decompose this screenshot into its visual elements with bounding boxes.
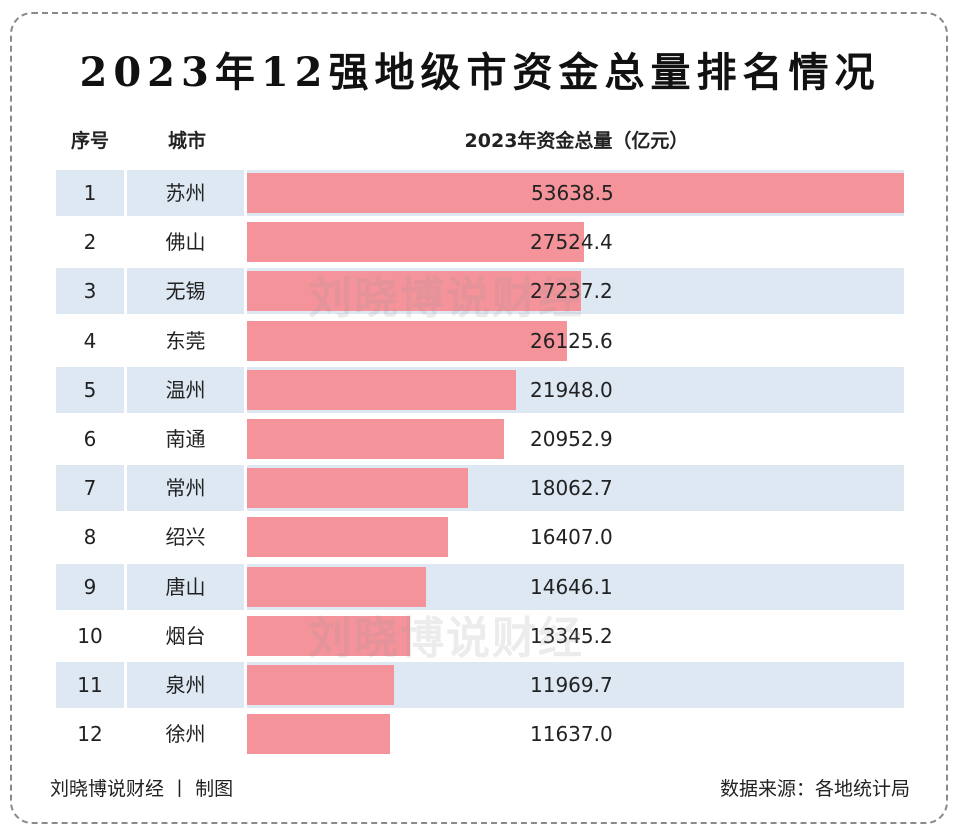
column-divider: [124, 662, 127, 708]
column-divider: [244, 366, 247, 413]
column-divider: [124, 711, 127, 758]
column-divider: [124, 514, 127, 561]
city-cell: 东莞: [165, 328, 206, 353]
table-row: 6 南通 20952.9: [56, 416, 904, 462]
rank-cell: 8: [83, 525, 97, 550]
rank-cell: 10: [77, 623, 103, 648]
value-label: 11637.0: [530, 722, 613, 747]
column-divider: [244, 416, 247, 462]
column-divider: [244, 268, 247, 315]
rank-cell: 6: [83, 427, 97, 451]
footer-credit: 刘晓博说财经 丨 制图: [50, 778, 234, 800]
value-bar: [247, 517, 448, 558]
value-label: 16407.0: [530, 525, 613, 550]
value-label: 11969.7: [530, 673, 613, 697]
header-rank: 序号: [70, 130, 109, 152]
city-cell: 烟台: [165, 623, 206, 648]
value-label: 18062.7: [530, 476, 613, 501]
rank-cell: 5: [83, 377, 97, 402]
column-divider: [124, 465, 127, 512]
chart-title: 2023年12强地级市资金总量排名情况: [79, 49, 881, 96]
table-row: 9 唐山 14646.1: [56, 563, 904, 610]
footer-source: 数据来源：各地统计局: [719, 778, 910, 800]
column-divider: [244, 711, 247, 758]
table-row: 5 温州 21948.0: [56, 366, 904, 413]
value-bar: [247, 222, 585, 263]
header-city: 城市: [167, 130, 206, 152]
rank-cell: 11: [77, 673, 103, 697]
value-label: 13345.2: [530, 623, 613, 648]
column-divider: [124, 366, 127, 413]
value-label: 27524.4: [530, 230, 613, 255]
watermark-upper: 刘晓博说财经: [308, 273, 584, 324]
table-row: 7 常州 18062.7: [56, 465, 904, 512]
table-row: 2 佛山 27524.4: [56, 219, 904, 266]
value-label: 27237.2: [530, 279, 613, 304]
column-divider: [244, 317, 247, 364]
value-bar: [247, 369, 516, 410]
value-bar: [247, 271, 581, 312]
value-bar: [247, 320, 567, 361]
table-row: 3 无锡 27237.2: [56, 268, 904, 315]
table-row: 10 烟台 13345.2: [56, 612, 904, 659]
column-divider: [124, 170, 127, 216]
city-cell: 徐州: [165, 722, 206, 747]
city-cell: 无锡: [165, 279, 206, 304]
column-divider: [244, 514, 247, 561]
rank-cell: 1: [83, 181, 97, 205]
header-value: 2023年资金总量（亿元）: [464, 130, 689, 152]
value-label: 26125.6: [530, 328, 613, 353]
table-row: 8 绍兴 16407.0: [56, 514, 904, 561]
column-divider: [124, 416, 127, 462]
column-divider: [124, 219, 127, 266]
value-bar: [247, 714, 390, 755]
value-bar: [247, 615, 411, 656]
table-row: 11 泉州 11969.7: [56, 662, 904, 708]
watermark-lower: 刘晓博说财经: [308, 613, 584, 664]
column-divider: [124, 317, 127, 364]
value-bar: [247, 173, 904, 213]
column-divider: [244, 662, 247, 708]
column-divider: [244, 219, 247, 266]
city-cell: 泉州: [165, 673, 206, 697]
value-label: 14646.1: [530, 574, 613, 599]
value-bar: [247, 419, 504, 459]
city-cell: 绍兴: [165, 525, 206, 550]
table-row: 1 苏州 53638.5: [56, 170, 904, 216]
table-row: 4 东莞 26125.6: [56, 317, 904, 364]
rank-cell: 2: [83, 230, 97, 255]
value-label: 53638.5: [531, 181, 614, 205]
rank-cell: 7: [83, 476, 97, 501]
city-cell: 温州: [165, 377, 206, 402]
value-bar: [247, 665, 394, 705]
city-cell: 南通: [165, 427, 206, 451]
column-divider: [244, 170, 247, 216]
column-divider: [124, 268, 127, 315]
city-cell: 佛山: [165, 230, 206, 255]
card-frame: [10, 12, 948, 824]
column-divider: [124, 563, 127, 610]
column-divider: [244, 612, 247, 659]
value-label: 20952.9: [530, 427, 613, 451]
value-bar: [247, 566, 427, 607]
table-row: 12 徐州 11637.0: [56, 711, 904, 758]
city-cell: 常州: [165, 476, 206, 501]
column-divider: [124, 612, 127, 659]
column-divider: [244, 465, 247, 512]
value-bar: [247, 468, 469, 509]
column-divider: [244, 563, 247, 610]
city-cell: 苏州: [165, 181, 206, 205]
city-cell: 唐山: [165, 574, 206, 599]
value-label: 21948.0: [530, 377, 613, 402]
rank-cell: 4: [83, 328, 97, 353]
rank-cell: 3: [83, 279, 97, 304]
rank-cell: 9: [83, 574, 97, 599]
rank-cell: 12: [77, 722, 103, 747]
